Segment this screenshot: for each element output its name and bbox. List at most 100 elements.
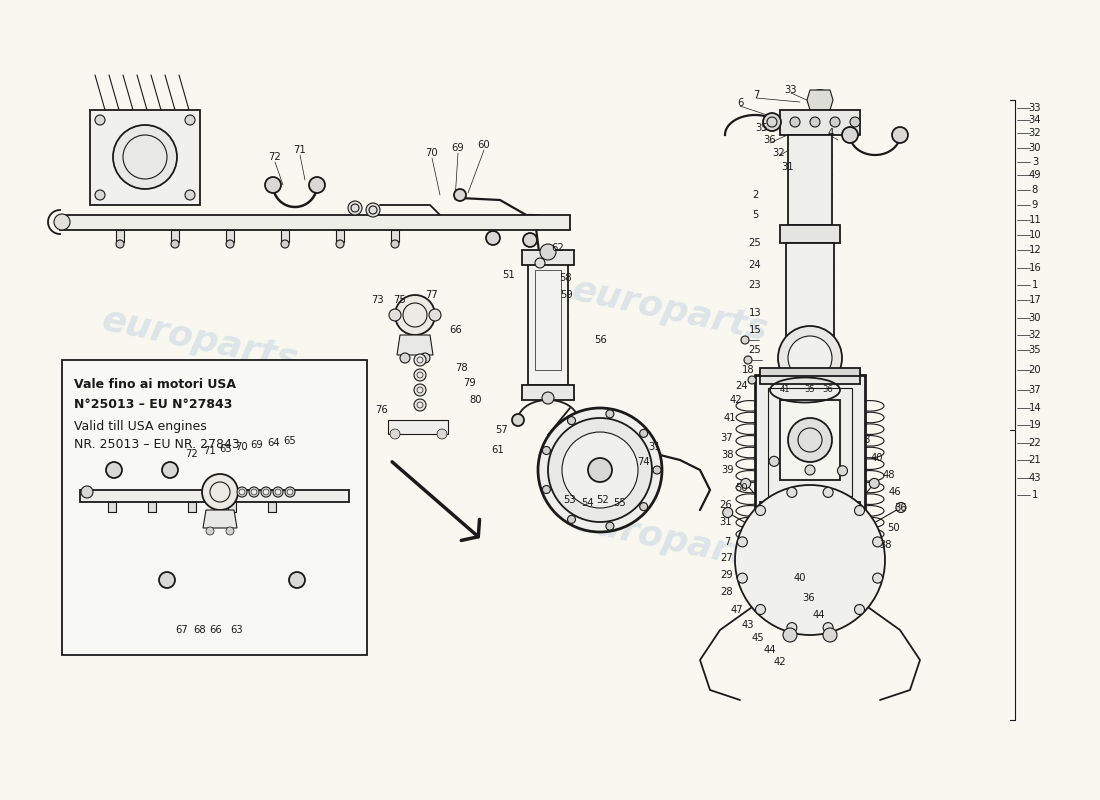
Circle shape <box>389 309 402 321</box>
Circle shape <box>420 353 430 363</box>
Text: 42: 42 <box>729 395 743 405</box>
Bar <box>788 135 832 225</box>
Text: 71: 71 <box>204 446 217 456</box>
Text: 24: 24 <box>736 381 748 391</box>
Circle shape <box>454 189 466 201</box>
Text: 77: 77 <box>426 290 439 300</box>
Bar <box>390 230 399 242</box>
Polygon shape <box>204 510 236 528</box>
Circle shape <box>855 506 865 515</box>
Bar <box>780 110 860 135</box>
Text: 36: 36 <box>823 386 834 394</box>
Circle shape <box>769 456 779 466</box>
Text: 16: 16 <box>1028 263 1042 273</box>
Circle shape <box>562 432 638 508</box>
Circle shape <box>805 465 815 475</box>
Bar <box>60 215 570 230</box>
Circle shape <box>309 177 324 193</box>
Text: 44: 44 <box>813 610 825 620</box>
Text: 31: 31 <box>782 162 794 172</box>
Circle shape <box>606 522 614 530</box>
Text: 71: 71 <box>294 145 307 155</box>
Circle shape <box>756 506 766 515</box>
Bar <box>170 230 179 242</box>
Text: 1: 1 <box>1032 280 1038 290</box>
Circle shape <box>640 430 648 438</box>
Bar <box>522 250 574 265</box>
Text: 22: 22 <box>1028 438 1042 448</box>
Text: 42: 42 <box>773 657 786 667</box>
Text: 13: 13 <box>749 308 761 318</box>
Circle shape <box>735 485 886 635</box>
Circle shape <box>170 240 179 248</box>
Circle shape <box>106 462 122 478</box>
Circle shape <box>823 628 837 642</box>
Circle shape <box>778 602 788 613</box>
Text: 37: 37 <box>1028 385 1042 395</box>
Text: 68: 68 <box>194 625 207 635</box>
Text: 50: 50 <box>887 523 900 533</box>
Text: 62: 62 <box>551 243 564 253</box>
Circle shape <box>895 502 906 513</box>
Text: 40: 40 <box>794 573 806 583</box>
Text: 72: 72 <box>186 449 198 459</box>
Text: 41: 41 <box>724 413 736 423</box>
Circle shape <box>855 605 865 614</box>
Text: 32: 32 <box>1028 330 1042 340</box>
Circle shape <box>790 117 800 127</box>
Text: 2: 2 <box>751 190 758 200</box>
Text: 30: 30 <box>1028 143 1042 153</box>
Bar <box>780 225 840 243</box>
Circle shape <box>400 353 410 363</box>
Text: 70: 70 <box>234 442 248 452</box>
Bar <box>760 368 860 376</box>
Text: 27: 27 <box>720 553 734 563</box>
Text: 6: 6 <box>737 98 744 108</box>
Circle shape <box>606 410 614 418</box>
Circle shape <box>785 535 835 585</box>
Text: 47: 47 <box>730 605 744 615</box>
Circle shape <box>366 203 379 217</box>
Circle shape <box>336 240 344 248</box>
Text: 9: 9 <box>1032 200 1038 210</box>
Text: 53: 53 <box>563 495 576 505</box>
Text: 43: 43 <box>741 620 755 630</box>
Text: 4: 4 <box>828 128 834 138</box>
Text: 50: 50 <box>736 483 748 493</box>
Text: 63: 63 <box>231 625 243 635</box>
Text: 79: 79 <box>463 378 476 388</box>
Circle shape <box>810 90 830 110</box>
Text: 8: 8 <box>862 435 869 445</box>
Text: 65: 65 <box>284 436 296 446</box>
Text: 41: 41 <box>780 386 790 394</box>
Circle shape <box>810 117 820 127</box>
Text: 43: 43 <box>1028 473 1042 483</box>
Text: 31: 31 <box>649 442 661 452</box>
Bar <box>760 372 860 384</box>
Text: Vale fino ai motori USA: Vale fino ai motori USA <box>74 378 236 391</box>
Bar <box>535 270 561 370</box>
Circle shape <box>285 487 295 497</box>
Text: 80: 80 <box>470 395 482 405</box>
Circle shape <box>249 487 258 497</box>
Circle shape <box>348 201 362 215</box>
Text: 7: 7 <box>724 537 730 547</box>
Text: 64: 64 <box>267 438 280 448</box>
Circle shape <box>538 408 662 532</box>
Text: N°25013 – EU N°27843: N°25013 – EU N°27843 <box>74 398 232 411</box>
Text: 57: 57 <box>496 425 508 435</box>
Text: 31: 31 <box>719 517 733 527</box>
Circle shape <box>273 487 283 497</box>
Bar <box>228 502 236 512</box>
Text: 36: 36 <box>763 135 777 145</box>
Bar <box>268 502 276 512</box>
Text: 35: 35 <box>1028 345 1042 355</box>
Bar <box>148 502 156 512</box>
Bar <box>80 490 349 502</box>
Text: 70: 70 <box>426 148 438 158</box>
Text: 39: 39 <box>722 465 735 475</box>
Text: NR. 25013 – EU NR. 27843: NR. 25013 – EU NR. 27843 <box>74 438 240 451</box>
Circle shape <box>429 309 441 321</box>
Circle shape <box>54 214 70 230</box>
Text: 36: 36 <box>803 593 815 603</box>
